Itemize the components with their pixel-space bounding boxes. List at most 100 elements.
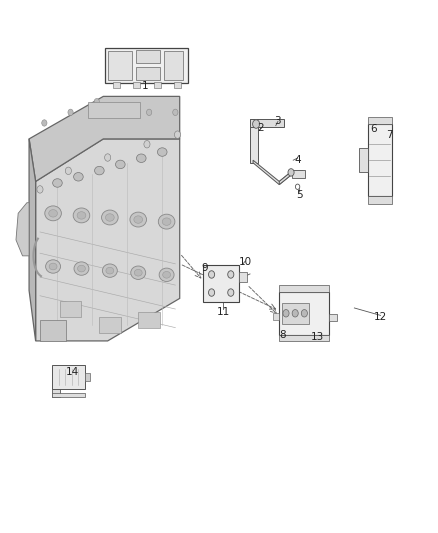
Circle shape (174, 131, 180, 139)
Text: 13: 13 (311, 332, 324, 342)
Bar (113, 82, 120, 88)
Text: 3: 3 (275, 116, 281, 126)
Bar (367, 124, 392, 196)
Circle shape (208, 271, 215, 278)
Ellipse shape (162, 218, 171, 225)
Ellipse shape (158, 214, 175, 229)
Bar (251, 119, 258, 163)
Text: 2: 2 (257, 123, 264, 133)
Bar (154, 82, 161, 88)
Bar (40, 320, 66, 341)
Bar (174, 82, 181, 88)
Ellipse shape (134, 269, 142, 276)
Bar (282, 303, 309, 324)
Circle shape (283, 310, 289, 317)
Ellipse shape (137, 154, 146, 163)
Text: 14: 14 (66, 367, 79, 377)
Bar (52, 366, 85, 389)
Bar (88, 102, 141, 118)
Circle shape (37, 185, 43, 193)
Bar (279, 292, 329, 335)
Ellipse shape (49, 263, 57, 270)
Bar (239, 272, 247, 282)
Circle shape (42, 120, 47, 126)
Polygon shape (29, 139, 35, 341)
Polygon shape (35, 139, 180, 341)
Bar (136, 67, 160, 80)
Text: 1: 1 (141, 81, 148, 91)
Polygon shape (279, 171, 303, 184)
Ellipse shape (74, 173, 83, 181)
Ellipse shape (162, 271, 170, 278)
Text: 4: 4 (294, 155, 301, 165)
Polygon shape (16, 203, 29, 256)
Circle shape (208, 289, 215, 296)
Bar (359, 149, 367, 172)
Bar (99, 317, 121, 333)
Ellipse shape (116, 160, 125, 168)
Text: 9: 9 (201, 263, 208, 272)
Ellipse shape (95, 166, 104, 175)
Bar (367, 196, 392, 204)
Ellipse shape (131, 266, 146, 279)
Ellipse shape (106, 267, 114, 274)
Circle shape (228, 289, 234, 296)
Circle shape (288, 168, 294, 176)
Circle shape (292, 310, 298, 317)
Ellipse shape (102, 264, 117, 277)
Bar (279, 285, 329, 292)
Text: 8: 8 (279, 329, 286, 340)
Text: 6: 6 (371, 124, 377, 134)
Polygon shape (253, 160, 292, 184)
Circle shape (144, 141, 150, 148)
Ellipse shape (73, 208, 90, 223)
Bar (203, 265, 239, 302)
Bar (138, 312, 160, 328)
Ellipse shape (74, 262, 89, 275)
Bar (136, 51, 160, 63)
Ellipse shape (45, 206, 61, 221)
Ellipse shape (106, 214, 114, 221)
Circle shape (147, 109, 152, 116)
Bar (273, 313, 279, 320)
Circle shape (301, 310, 307, 317)
Text: 11: 11 (217, 306, 230, 317)
Circle shape (105, 154, 111, 161)
Circle shape (253, 120, 260, 128)
Bar (367, 117, 392, 124)
Circle shape (295, 184, 300, 189)
Ellipse shape (53, 179, 62, 187)
Bar (292, 170, 304, 178)
Ellipse shape (77, 212, 86, 219)
Ellipse shape (159, 268, 174, 281)
Bar (60, 301, 81, 317)
Circle shape (94, 99, 99, 105)
Ellipse shape (46, 260, 60, 273)
Bar (329, 314, 337, 321)
Ellipse shape (134, 216, 143, 223)
Polygon shape (29, 96, 180, 181)
Ellipse shape (78, 265, 85, 272)
Ellipse shape (102, 210, 118, 225)
Bar (108, 51, 132, 80)
Bar (52, 393, 85, 397)
Bar (106, 49, 188, 83)
Circle shape (228, 271, 234, 278)
Bar (279, 335, 329, 342)
Text: 10: 10 (239, 257, 252, 267)
Bar (133, 82, 140, 88)
Bar (251, 119, 285, 127)
Circle shape (68, 109, 73, 116)
Bar (85, 373, 90, 381)
Text: 5: 5 (297, 190, 303, 200)
Ellipse shape (157, 148, 167, 156)
Ellipse shape (49, 209, 57, 217)
Circle shape (173, 109, 178, 116)
Circle shape (65, 167, 71, 174)
Ellipse shape (130, 212, 147, 227)
Text: 7: 7 (386, 130, 392, 140)
Bar (163, 51, 183, 80)
Circle shape (120, 104, 126, 110)
Text: 12: 12 (374, 312, 387, 322)
Bar (52, 387, 60, 397)
